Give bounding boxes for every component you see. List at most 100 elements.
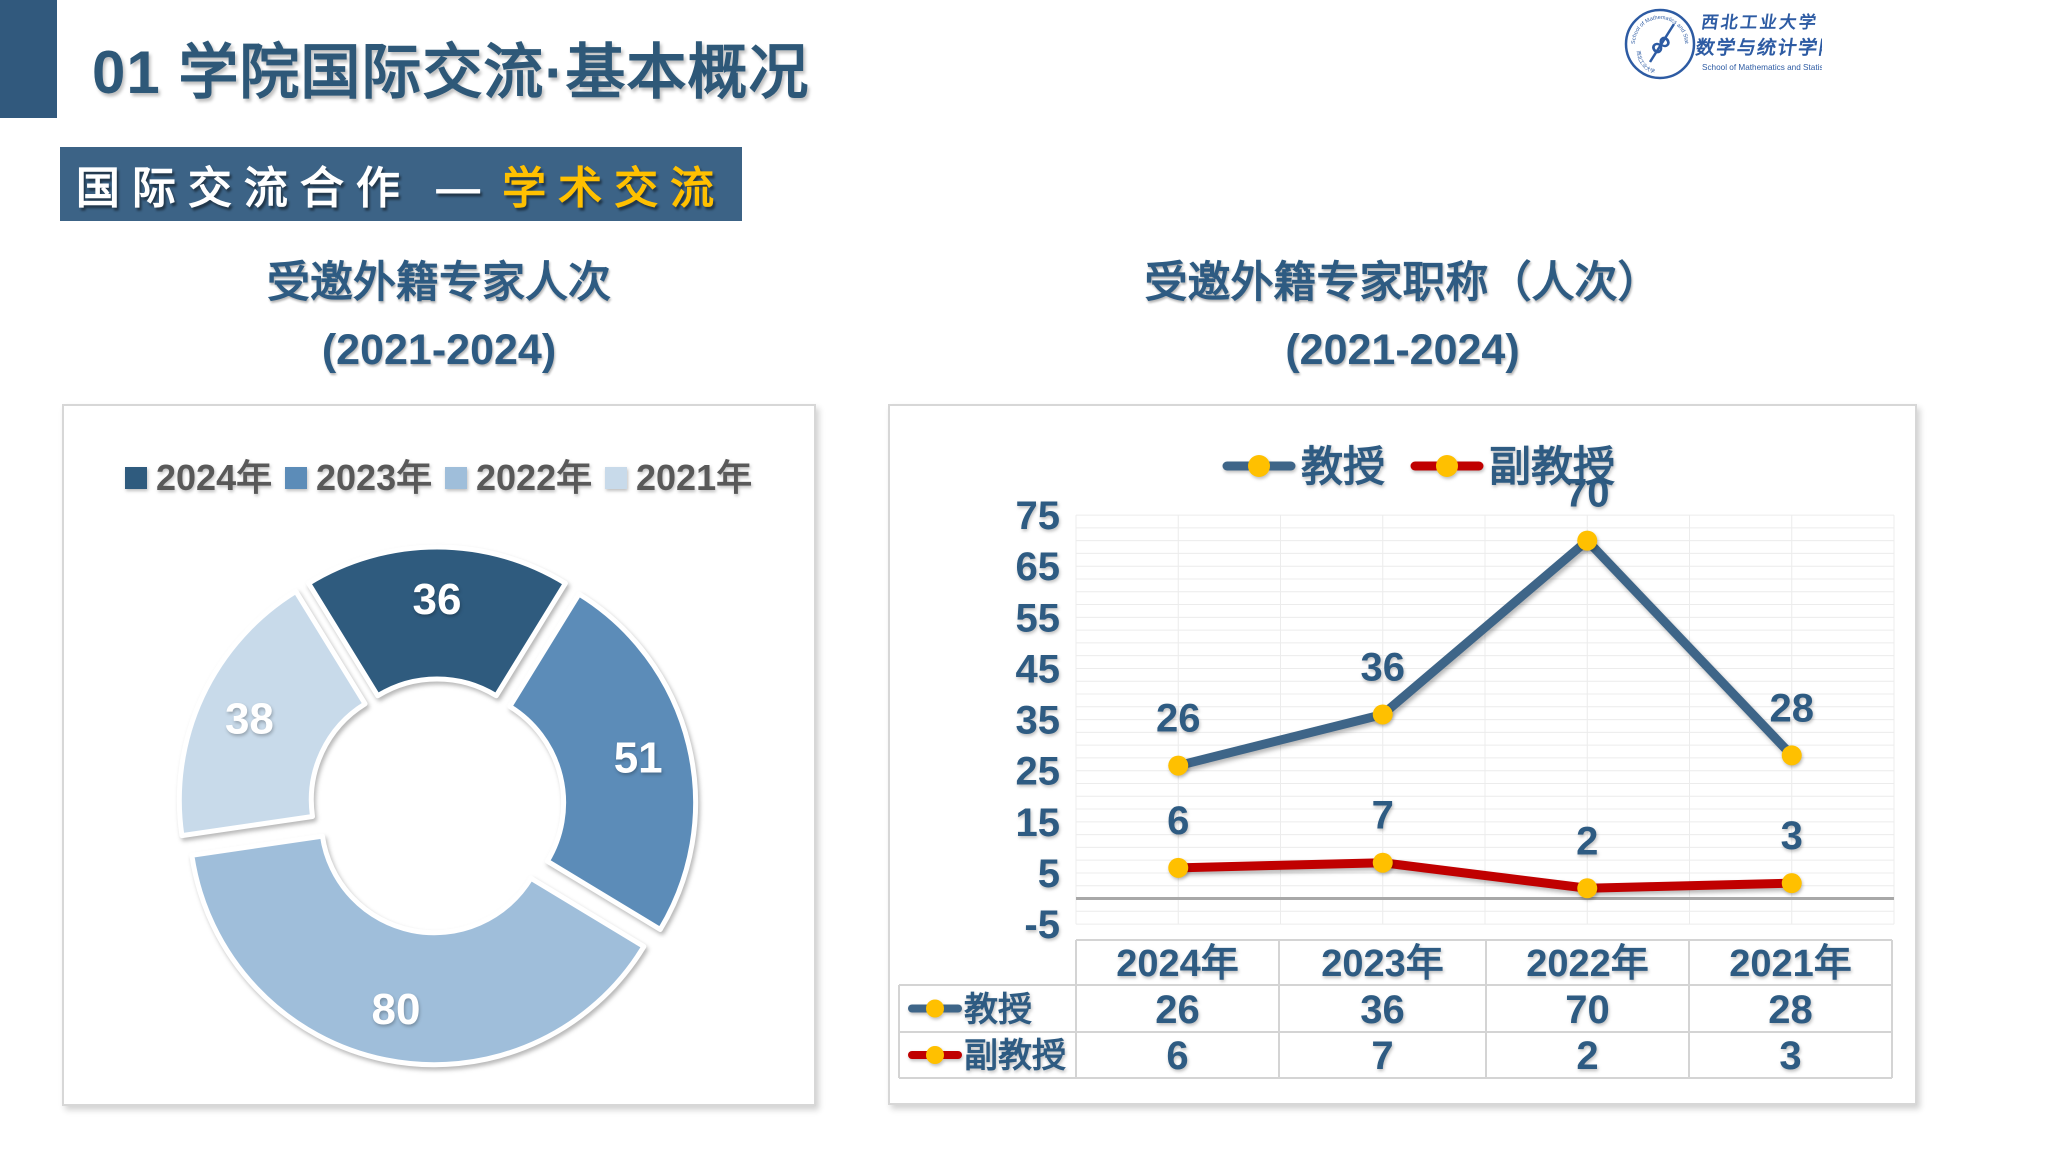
legend-item: 副教授 (1410, 443, 1615, 490)
data-marker (1372, 704, 1393, 725)
legend-item: 2021年 (605, 457, 752, 498)
data-marker (1577, 878, 1598, 899)
series-labels-教授: 26 36 70 28 (1156, 472, 1814, 741)
line-chart-panel: 75 65 55 45 35 25 15 5 -5 教授 副教授 26 36 70 28 6 7 2 3 2024年 2… (888, 404, 1917, 1105)
pie-chart-subtitle: (2021-2024) (321, 326, 557, 374)
legend-swatch (445, 467, 467, 489)
data-table (898, 939, 1893, 1079)
data-label: 26 (1156, 697, 1201, 741)
table-row-dot (926, 1046, 944, 1064)
slide-title: 01 学院国际交流·基本概况 (92, 39, 810, 106)
pie-chart-panel: 2024年 2023年 2022年 2021年 36 51 80 38 (62, 404, 816, 1106)
pie-slices (176, 544, 699, 1068)
series-markers-副教授 (1168, 852, 1802, 899)
legend-swatch (605, 467, 627, 489)
banner-text-highlight: 学术交流 (502, 164, 727, 213)
logo-school-name-en: School of Mathematics and Statistics, NP… (1702, 63, 1822, 72)
title-accent-bar (0, 0, 57, 118)
data-label: 6 (1167, 799, 1189, 843)
series-line-副教授 (1173, 858, 1797, 893)
legend-swatch (125, 467, 147, 489)
series-labels-副教授: 6 7 2 3 (1167, 794, 1803, 864)
data-marker (1781, 873, 1802, 894)
series-markers-教授 (1168, 530, 1802, 776)
y-axis-label: 45 (1016, 647, 1061, 691)
series-line-教授 (1173, 536, 1797, 771)
pie-slice-2022年 (189, 833, 647, 1068)
data-label: 3 (1781, 814, 1803, 858)
table-row-dot (926, 999, 944, 1018)
pie-chart: 2024年 2023年 2022年 2021年 36 51 80 38 (125, 457, 752, 1068)
table-header-cell: 2024年 (1116, 943, 1239, 985)
section-banner: 国际交流合作 — 学术交流 (60, 147, 742, 221)
table-row-label: 教授 (964, 991, 1032, 1029)
pie-chart-title: 受邀外籍专家人次 (267, 259, 611, 307)
legend-label: 2024年 (156, 457, 272, 498)
table-header-cell: 2023年 (1321, 943, 1444, 985)
pie-value-label: 80 (372, 985, 421, 1034)
y-axis-label: 75 (1016, 494, 1061, 538)
legend-item: 2022年 (445, 457, 592, 498)
data-marker (1781, 745, 1802, 766)
table-header-cell: 2022年 (1526, 943, 1649, 985)
line-chart-title-block: 受邀外籍专家职称（人次） (2021-2024) (888, 258, 1917, 375)
legend-label: 2021年 (636, 457, 752, 498)
table-value-cell: 7 (1371, 1034, 1393, 1078)
table-value-cell: 6 (1166, 1034, 1188, 1078)
y-axis-label: 65 (1016, 545, 1061, 589)
data-marker (1577, 530, 1598, 551)
pie-slice-2021年 (176, 588, 368, 839)
data-marker (1168, 857, 1189, 878)
pie-value-label: 36 (413, 575, 462, 624)
table-value-cell: 28 (1768, 988, 1813, 1032)
data-label: 2 (1576, 819, 1598, 863)
data-label: 7 (1372, 794, 1394, 838)
line-chart-subtitle: (2021-2024) (1285, 326, 1520, 374)
pie-value-label: 51 (614, 733, 663, 782)
pie-slice-2023年 (507, 591, 699, 933)
legend-dot (1436, 455, 1458, 477)
y-axis-label: 55 (1016, 596, 1061, 640)
y-axis-label: 5 (1038, 852, 1060, 896)
y-axis-label: 35 (1016, 699, 1061, 743)
pie-slice-2024年 (306, 544, 568, 699)
table-value-cell: 2 (1576, 1034, 1598, 1078)
data-label: 28 (1770, 686, 1815, 730)
table-header-cell: 2021年 (1729, 943, 1852, 985)
table-row-label: 副教授 (964, 1037, 1066, 1075)
y-axis-label: 25 (1016, 750, 1061, 794)
legend-label: 2022年 (476, 457, 592, 498)
data-label: 36 (1361, 645, 1406, 689)
logo-org-name: 西北工业大学 (1700, 12, 1820, 32)
legend-dot (1248, 455, 1270, 477)
legend-label: 副教授 (1489, 443, 1615, 490)
table-value-cell: 26 (1155, 988, 1200, 1032)
logo-school-name: 数学与统计学院 (1694, 36, 1822, 59)
legend-item: 教授 (1222, 443, 1385, 490)
banner-text-main: 国际交流合作 — (75, 164, 493, 213)
legend-label: 教授 (1301, 443, 1385, 490)
y-axis-label: -5 (1024, 903, 1060, 947)
legend-swatch (285, 467, 307, 489)
table-value-cell: 70 (1565, 988, 1610, 1032)
pie-labels: 36 51 80 38 (225, 575, 663, 1034)
line-chart-title: 受邀外籍专家职称（人次） (1144, 259, 1661, 307)
pie-value-label: 38 (225, 694, 274, 743)
legend-label: 2023年 (316, 457, 432, 498)
y-axis: 75 65 55 45 35 25 15 5 -5 (1016, 494, 1061, 947)
data-marker (1372, 852, 1393, 873)
y-axis-label: 15 (1016, 801, 1061, 845)
legend-item: 2024年 (125, 457, 272, 498)
legend-item: 2023年 (285, 457, 432, 498)
school-logo: School of Mathematics and Statistics, NP… (1612, 4, 1822, 80)
line-legend: 教授 副教授 (1222, 443, 1615, 490)
data-label: 70 (1565, 472, 1610, 516)
table-value-cell: 3 (1779, 1034, 1801, 1078)
data-marker (1168, 755, 1189, 776)
table-value-cell: 36 (1360, 988, 1405, 1032)
pie-chart-title-block: 受邀外籍专家人次 (2021-2024) (62, 258, 816, 375)
pie-legend: 2024年 2023年 2022年 2021年 (125, 457, 752, 498)
